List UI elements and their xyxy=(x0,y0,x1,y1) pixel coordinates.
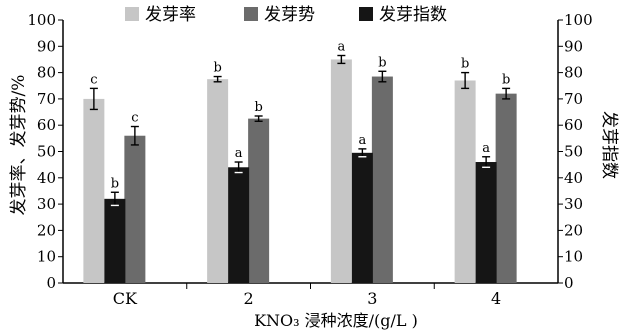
bar-rate xyxy=(454,80,476,284)
x-axis: CK 2 3 4 xyxy=(63,282,558,308)
bar-index xyxy=(351,152,373,283)
significance-label: a xyxy=(337,40,345,55)
x-axis-label: KNO₃ 浸种浓度/(g/L ) xyxy=(254,311,418,330)
right-tick-label: 40 xyxy=(564,169,583,187)
right-tick-label: 10 xyxy=(564,248,583,266)
bar-potential xyxy=(248,118,270,283)
right-tick-label: 0 xyxy=(564,274,574,292)
bar-index xyxy=(475,162,497,283)
right-tick-label: 80 xyxy=(564,64,583,82)
left-y-axis: 0 10 20 30 40 50 60 70 80 90 100 xyxy=(27,11,64,292)
left-tick-label: 10 xyxy=(37,248,56,266)
significance-label: b xyxy=(461,57,469,72)
right-y-axis-label: 发芽指数 xyxy=(599,111,619,179)
bar-potential xyxy=(124,135,146,283)
bars-group: c c b b b a a b a b b a xyxy=(83,40,517,284)
left-tick-label: 100 xyxy=(27,11,56,29)
right-tick-label: 50 xyxy=(564,143,583,161)
left-tick-label: 40 xyxy=(37,169,56,187)
right-tick-label: 60 xyxy=(564,116,583,134)
left-tick-label: 0 xyxy=(46,274,56,292)
significance-label: b xyxy=(502,72,510,87)
x-category-label: 3 xyxy=(367,289,377,308)
significance-label: b xyxy=(378,55,386,70)
significance-label: b xyxy=(111,176,119,191)
legend-swatch xyxy=(244,7,258,21)
left-tick-label: 70 xyxy=(37,90,56,108)
bar-rate xyxy=(207,79,229,283)
left-y-axis-label: 发芽率、发芽势/% xyxy=(9,75,29,216)
significance-label: a xyxy=(235,146,243,161)
right-tick-label: 20 xyxy=(564,221,583,239)
significance-label: a xyxy=(358,133,366,148)
left-tick-label: 80 xyxy=(37,64,56,82)
bar-index xyxy=(228,167,250,283)
right-tick-label: 70 xyxy=(564,90,583,108)
left-tick-label: 50 xyxy=(37,143,56,161)
x-category-label: CK xyxy=(113,289,138,308)
bar-potential xyxy=(371,76,393,283)
x-category-label: 4 xyxy=(491,289,501,308)
legend: 发芽率 发芽势 发芽指数 xyxy=(125,5,447,25)
left-tick-label: 30 xyxy=(37,195,56,213)
legend-label: 发芽势 xyxy=(264,5,315,25)
legend-label: 发芽指数 xyxy=(379,5,447,25)
legend-label: 发芽率 xyxy=(145,5,196,25)
significance-label: c xyxy=(131,111,138,126)
right-tick-label: 100 xyxy=(564,11,593,29)
legend-swatch xyxy=(359,7,373,21)
bar-potential xyxy=(495,93,517,283)
right-tick-label: 90 xyxy=(564,37,583,55)
bar-index xyxy=(104,198,126,283)
left-tick-label: 60 xyxy=(37,116,56,134)
bar-rate xyxy=(83,98,105,284)
significance-label: a xyxy=(482,141,490,156)
x-category-label: 2 xyxy=(244,289,254,308)
significance-label: c xyxy=(90,72,97,87)
significance-label: b xyxy=(213,61,221,76)
legend-swatch xyxy=(125,7,139,21)
significance-label: b xyxy=(254,100,262,115)
right-y-axis: 0 10 20 30 40 50 60 70 80 90 100 xyxy=(557,11,593,292)
left-tick-label: 90 xyxy=(37,37,56,55)
bar-rate xyxy=(330,59,352,284)
right-tick-label: 30 xyxy=(564,195,583,213)
left-tick-label: 20 xyxy=(37,221,56,239)
